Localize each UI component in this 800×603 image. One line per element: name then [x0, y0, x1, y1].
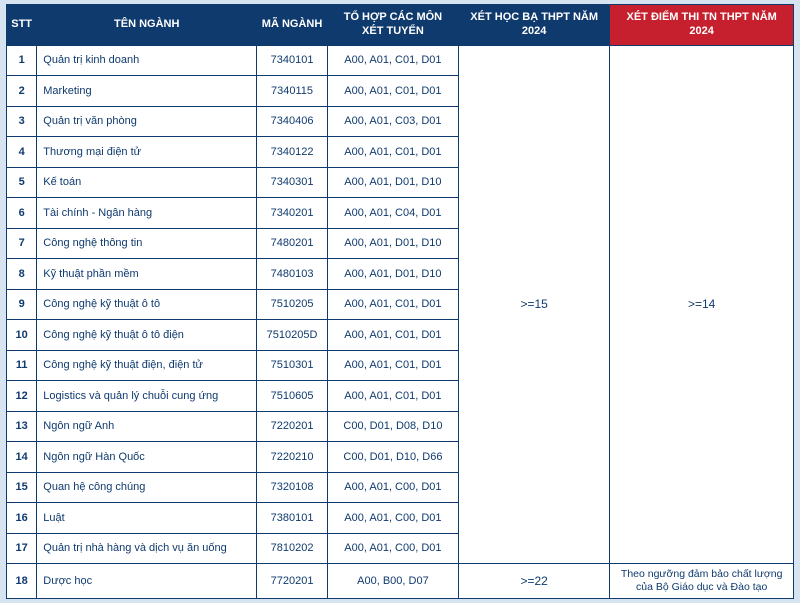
table-row: 18Dược học7720201A00, B00, D07>=22Theo n… — [7, 564, 794, 599]
cell-code: 7720201 — [257, 564, 328, 599]
header-row: STT TÊN NGÀNH MÃ NGÀNH TỔ HỢP CÁC MÔN XÉ… — [7, 5, 794, 46]
cell-combo: A00, A01, C01, D01 — [327, 381, 458, 412]
cell-stt: 17 — [7, 533, 37, 564]
table-header: STT TÊN NGÀNH MÃ NGÀNH TỔ HỢP CÁC MÔN XÉ… — [7, 5, 794, 46]
cell-name: Ngôn ngữ Hàn Quốc — [37, 442, 257, 473]
cell-hocba-score: >=22 — [459, 564, 610, 599]
cell-stt: 13 — [7, 411, 37, 442]
cell-combo: A00, A01, C01, D01 — [327, 320, 458, 351]
cell-code: 7510301 — [257, 350, 328, 381]
cell-name: Dược học — [37, 564, 257, 599]
cell-name: Quản trị kinh doanh — [37, 45, 257, 76]
cell-tnthpt-note: Theo ngưỡng đảm bảo chất lượng của Bộ Gi… — [610, 564, 794, 599]
cell-combo: A00, A01, C03, D01 — [327, 106, 458, 137]
cell-stt: 11 — [7, 350, 37, 381]
cell-combo: C00, D01, D10, D66 — [327, 442, 458, 473]
cell-combo: A00, A01, D01, D10 — [327, 228, 458, 259]
cell-code: 7320108 — [257, 472, 328, 503]
cell-stt: 7 — [7, 228, 37, 259]
cell-name: Ngôn ngữ Anh — [37, 411, 257, 442]
header-tn: XÉT ĐIỂM THI TN THPT NĂM 2024 — [610, 5, 794, 46]
cell-combo: A00, A01, C04, D01 — [327, 198, 458, 229]
cell-code: 7340115 — [257, 76, 328, 107]
cell-combo: A00, A01, C01, D01 — [327, 137, 458, 168]
cell-stt: 8 — [7, 259, 37, 290]
cell-code: 7340301 — [257, 167, 328, 198]
cell-stt: 4 — [7, 137, 37, 168]
cell-stt: 18 — [7, 564, 37, 599]
header-stt: STT — [7, 5, 37, 46]
cell-name: Kỹ thuật phần mềm — [37, 259, 257, 290]
cell-combo: A00, A01, C01, D01 — [327, 289, 458, 320]
cell-name: Công nghệ thông tin — [37, 228, 257, 259]
majors-table: STT TÊN NGÀNH MÃ NGÀNH TỔ HỢP CÁC MÔN XÉ… — [6, 4, 794, 599]
cell-stt: 12 — [7, 381, 37, 412]
cell-stt: 6 — [7, 198, 37, 229]
cell-name: Công nghệ kỹ thuật điện, điện tử — [37, 350, 257, 381]
cell-combo: A00, A01, D01, D10 — [327, 167, 458, 198]
header-name: TÊN NGÀNH — [37, 5, 257, 46]
header-code: MÃ NGÀNH — [257, 5, 328, 46]
cell-name: Quản trị văn phòng — [37, 106, 257, 137]
cell-code: 7340201 — [257, 198, 328, 229]
cell-code: 7220210 — [257, 442, 328, 473]
cell-combo: A00, A01, C01, D01 — [327, 350, 458, 381]
cell-stt: 5 — [7, 167, 37, 198]
cell-stt: 10 — [7, 320, 37, 351]
cell-name: Công nghệ kỹ thuật ô tô điện — [37, 320, 257, 351]
cell-combo: A00, B00, D07 — [327, 564, 458, 599]
cell-name: Luật — [37, 503, 257, 534]
cell-combo: A00, A01, C01, D01 — [327, 76, 458, 107]
header-combo: TỔ HỢP CÁC MÔN XÉT TUYỂN — [327, 5, 458, 46]
cell-tnthpt-score: >=14 — [610, 45, 794, 564]
cell-stt: 15 — [7, 472, 37, 503]
cell-stt: 16 — [7, 503, 37, 534]
cell-code: 7480201 — [257, 228, 328, 259]
cell-combo: A00, A01, C01, D01 — [327, 45, 458, 76]
cell-combo: A00, A01, C00, D01 — [327, 503, 458, 534]
cell-code: 7810202 — [257, 533, 328, 564]
cell-combo: C00, D01, D08, D10 — [327, 411, 458, 442]
cell-code: 7510605 — [257, 381, 328, 412]
cell-name: Quản trị nhà hàng và dịch vụ ăn uống — [37, 533, 257, 564]
cell-combo: A00, A01, D01, D10 — [327, 259, 458, 290]
table-wrapper: STT TÊN NGÀNH MÃ NGÀNH TỔ HỢP CÁC MÔN XÉ… — [0, 0, 800, 603]
cell-code: 7510205 — [257, 289, 328, 320]
cell-name: Thương mại điện tử — [37, 137, 257, 168]
table-body: 1Quản trị kinh doanh7340101A00, A01, C01… — [7, 45, 794, 599]
header-hb: XÉT HỌC BẠ THPT NĂM 2024 — [459, 5, 610, 46]
table-row: 1Quản trị kinh doanh7340101A00, A01, C01… — [7, 45, 794, 76]
cell-code: 7220201 — [257, 411, 328, 442]
cell-stt: 9 — [7, 289, 37, 320]
cell-name: Quan hệ công chúng — [37, 472, 257, 503]
cell-name: Marketing — [37, 76, 257, 107]
cell-code: 7380101 — [257, 503, 328, 534]
cell-stt: 2 — [7, 76, 37, 107]
cell-stt: 3 — [7, 106, 37, 137]
cell-code: 7340122 — [257, 137, 328, 168]
cell-code: 7340101 — [257, 45, 328, 76]
cell-name: Tài chính - Ngân hàng — [37, 198, 257, 229]
cell-name: Công nghệ kỹ thuật ô tô — [37, 289, 257, 320]
cell-name: Kế toán — [37, 167, 257, 198]
cell-hocba-score: >=15 — [459, 45, 610, 564]
cell-stt: 14 — [7, 442, 37, 473]
cell-code: 7510205D — [257, 320, 328, 351]
cell-code: 7480103 — [257, 259, 328, 290]
cell-stt: 1 — [7, 45, 37, 76]
cell-combo: A00, A01, C00, D01 — [327, 533, 458, 564]
cell-code: 7340406 — [257, 106, 328, 137]
cell-combo: A00, A01, C00, D01 — [327, 472, 458, 503]
cell-name: Logistics và quản lý chuỗi cung ứng — [37, 381, 257, 412]
